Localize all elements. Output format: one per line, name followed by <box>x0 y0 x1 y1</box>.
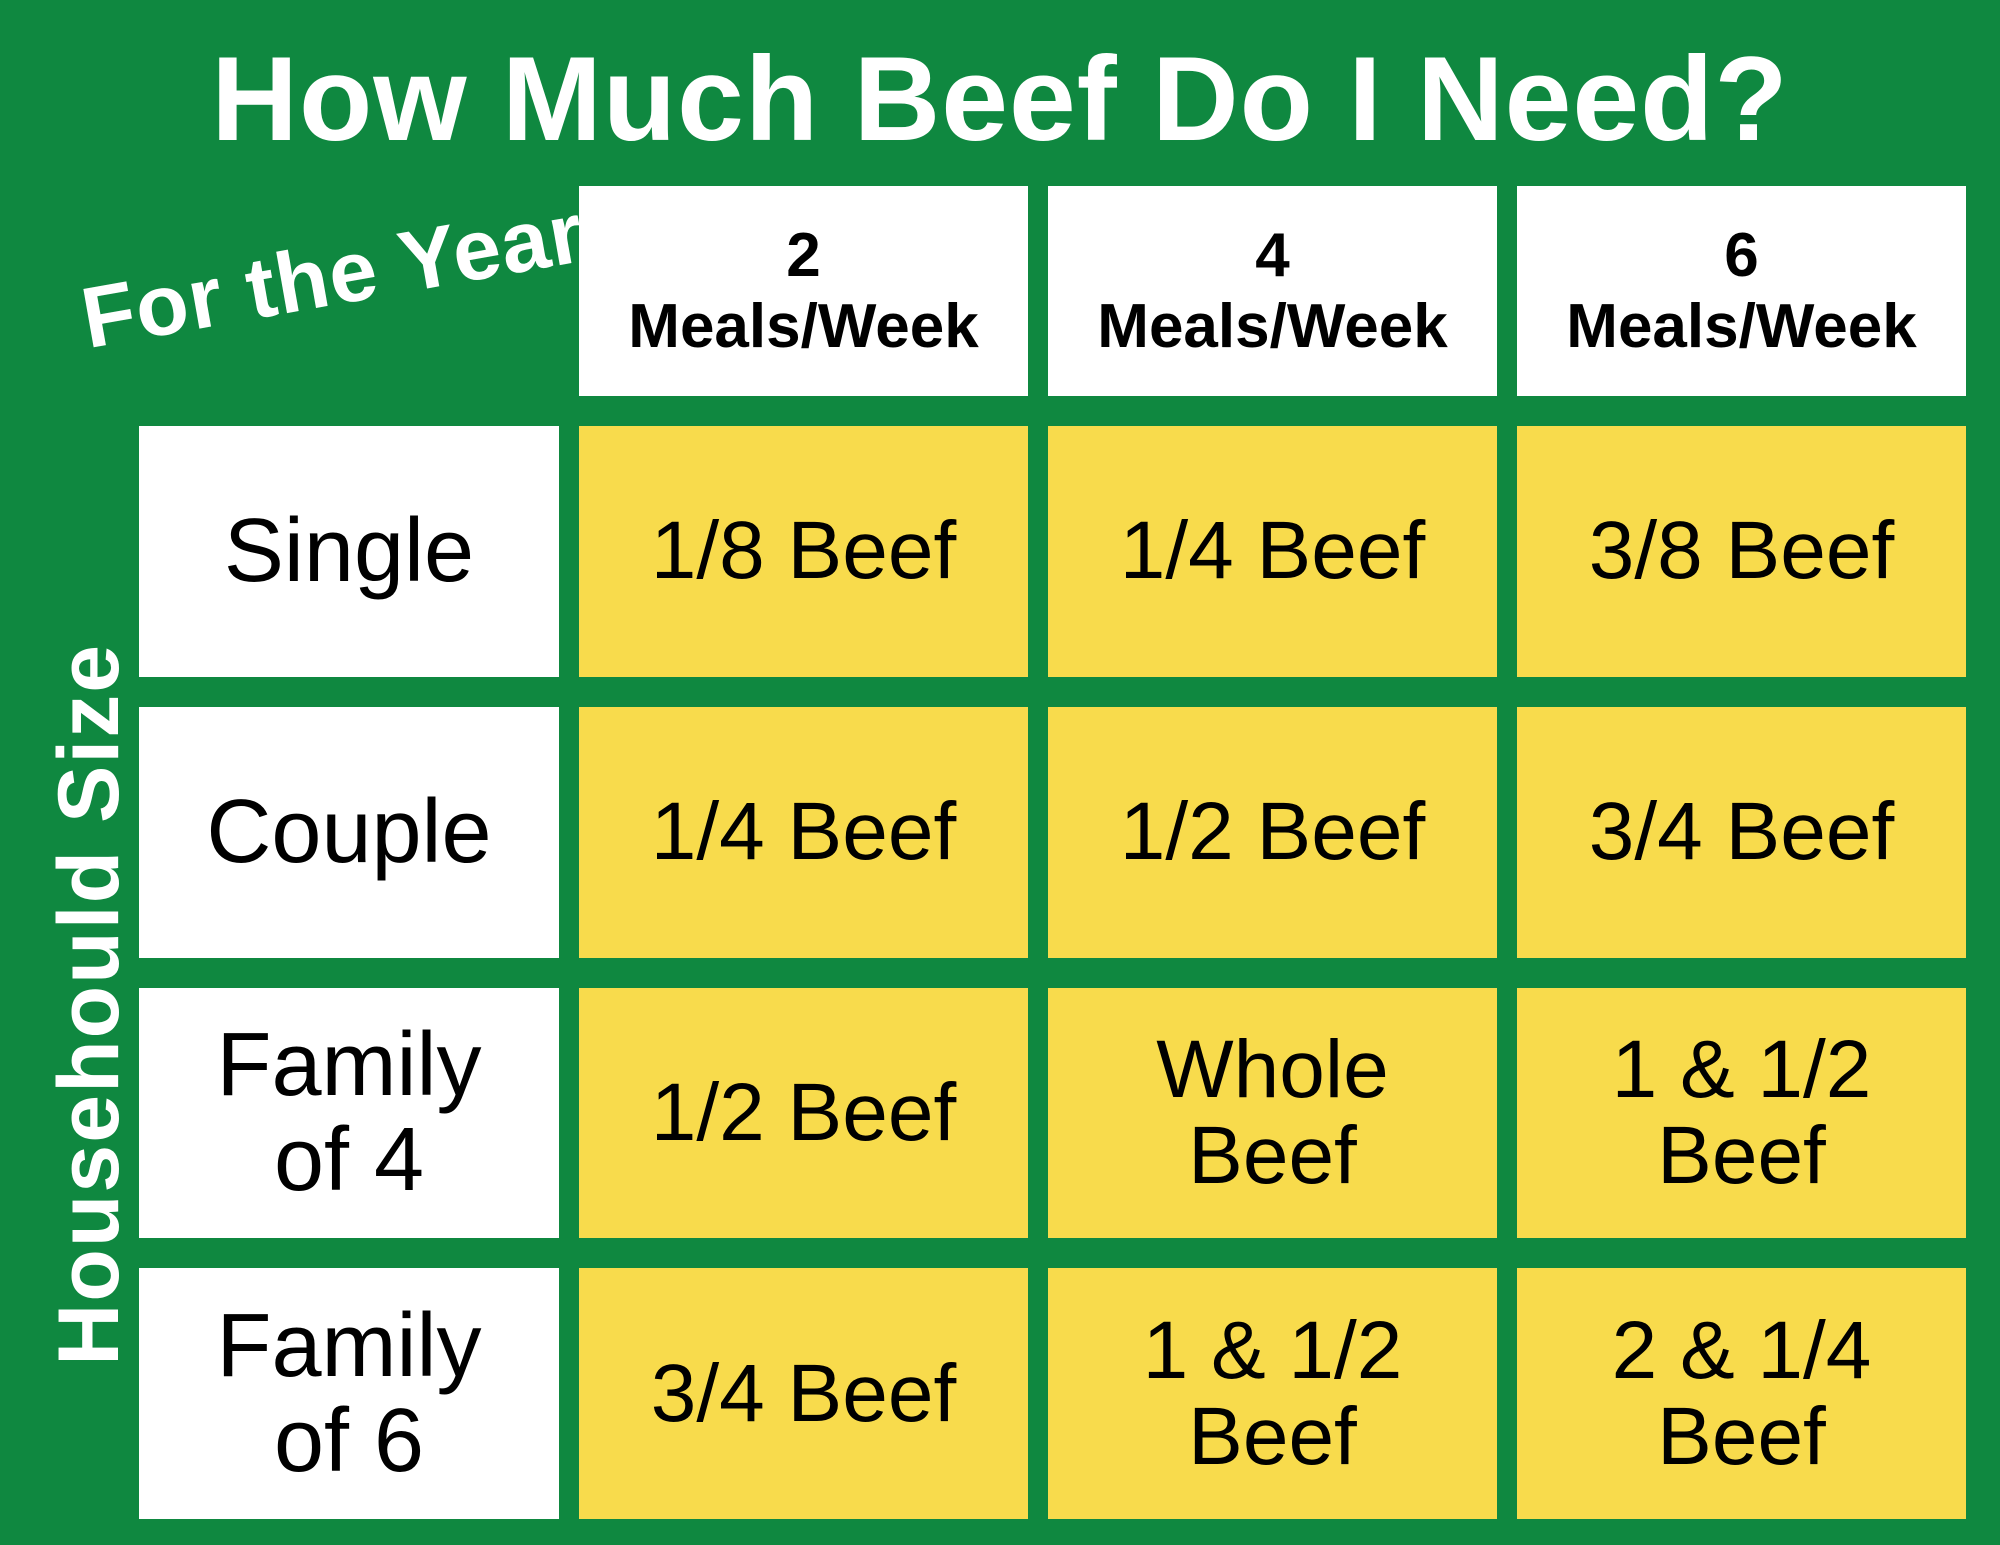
table-row: Couple 1/4 Beef 1/2 Beef 3/4 Beef <box>139 707 1966 958</box>
data-cell-3-1: 1 & 1/2Beef <box>1048 1268 1497 1519</box>
subtitle-text: For the Year! <box>74 178 620 369</box>
col-header-0-bottom: Meals/Week <box>628 291 978 362</box>
data-cell-3-0: 3/4 Beef <box>579 1268 1028 1519</box>
col-header-2: 6 Meals/Week <box>1517 186 1966 396</box>
col-header-1-bottom: Meals/Week <box>1097 291 1447 362</box>
subtitle-wrap: For the Year! <box>139 186 559 396</box>
data-cell-0-2: 3/8 Beef <box>1517 426 1966 677</box>
col-header-1: 4 Meals/Week <box>1048 186 1497 396</box>
row-label-1: Couple <box>139 707 559 958</box>
page-title: How Much Beef Do I Need? <box>34 30 1966 168</box>
grid-area: Househould Size For the Year! 2 Meals/We… <box>34 186 1966 1519</box>
data-cell-3-2: 2 & 1/4Beef <box>1517 1268 1966 1519</box>
data-cell-1-1: 1/2 Beef <box>1048 707 1497 958</box>
col-header-2-top: 6 <box>1724 220 1758 291</box>
data-cell-2-0: 1/2 Beef <box>579 988 1028 1239</box>
data-cell-0-1: 1/4 Beef <box>1048 426 1497 677</box>
table-row: Familyof 6 3/4 Beef 1 & 1/2Beef 2 & 1/4B… <box>139 1268 1966 1519</box>
col-header-0-top: 2 <box>786 220 820 291</box>
table-container: For the Year! 2 Meals/Week 4 Meals/Week … <box>139 186 1966 1519</box>
row-label-3: Familyof 6 <box>139 1268 559 1519</box>
col-header-2-bottom: Meals/Week <box>1566 291 1916 362</box>
row-label-2: Familyof 4 <box>139 988 559 1239</box>
col-header-0: 2 Meals/Week <box>579 186 1028 396</box>
table-row: Single 1/8 Beef 1/4 Beef 3/8 Beef <box>139 426 1966 677</box>
table-row: Familyof 4 1/2 Beef WholeBeef 1 & 1/2Bee… <box>139 988 1966 1239</box>
data-cell-1-2: 3/4 Beef <box>1517 707 1966 958</box>
vertical-axis-label: Househould Size <box>34 479 139 1519</box>
data-cell-2-1: WholeBeef <box>1048 988 1497 1239</box>
data-cell-2-2: 1 & 1/2Beef <box>1517 988 1966 1239</box>
row-label-0: Single <box>139 426 559 677</box>
data-cell-0-0: 1/8 Beef <box>579 426 1028 677</box>
data-cell-1-0: 1/4 Beef <box>579 707 1028 958</box>
col-header-1-top: 4 <box>1255 220 1289 291</box>
header-row: For the Year! 2 Meals/Week 4 Meals/Week … <box>139 186 1966 396</box>
